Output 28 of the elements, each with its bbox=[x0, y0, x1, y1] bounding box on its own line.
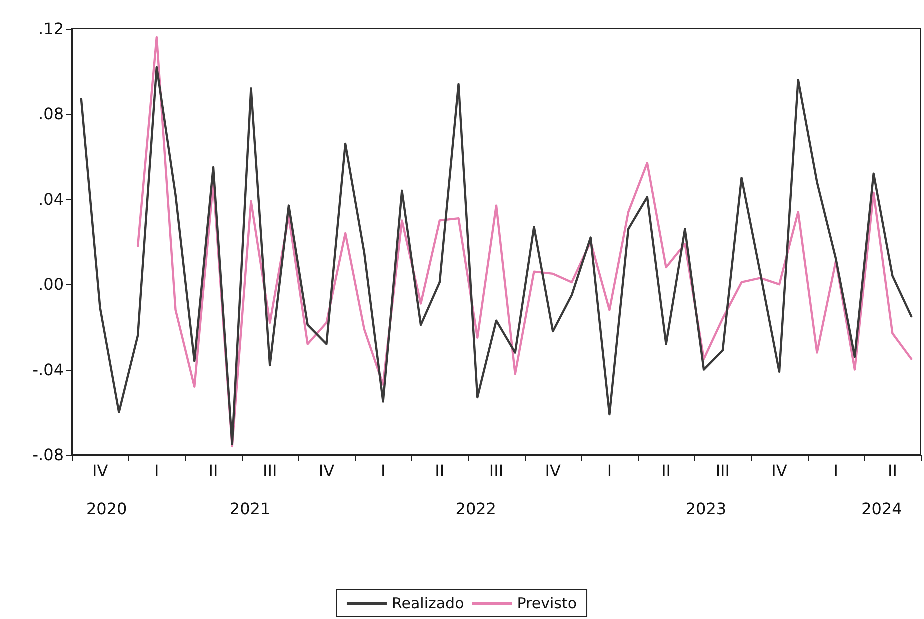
x-tick-label: IV bbox=[772, 462, 788, 480]
x-tick-label: II bbox=[662, 462, 672, 480]
text: 2023 bbox=[686, 500, 727, 518]
y-tick-label: -.08 bbox=[32, 446, 64, 464]
x-tick-label: III bbox=[263, 462, 278, 480]
text: 2024 bbox=[862, 500, 902, 518]
y-tick-label: .04 bbox=[38, 190, 64, 209]
x-tick-label: II bbox=[888, 462, 898, 480]
x-tick-label: II bbox=[208, 462, 218, 480]
x-tick-label: I bbox=[380, 462, 386, 480]
legend-label: Realizado bbox=[392, 594, 464, 612]
y-tick-label: .00 bbox=[38, 275, 64, 294]
y-tick-label: -.04 bbox=[32, 360, 64, 380]
x-tick-label: I bbox=[834, 462, 838, 480]
x-tick-label: IV bbox=[318, 462, 335, 480]
x-tick-label: I bbox=[154, 462, 160, 480]
x-tick-label: III bbox=[716, 462, 730, 480]
x-tick-label: III bbox=[489, 462, 504, 480]
y-tick-label: .12 bbox=[38, 20, 64, 38]
text: 2022 bbox=[456, 500, 496, 518]
x-tick-label: I bbox=[607, 462, 612, 480]
legend-label: Previsto bbox=[517, 594, 578, 612]
x-tick-label: IV bbox=[545, 462, 561, 480]
y-tick-label: .08 bbox=[38, 104, 64, 124]
x-tick-label: II bbox=[435, 462, 445, 480]
text: 2020 bbox=[86, 500, 128, 518]
x-tick-label: IV bbox=[92, 462, 108, 480]
text: 2021 bbox=[230, 500, 271, 518]
